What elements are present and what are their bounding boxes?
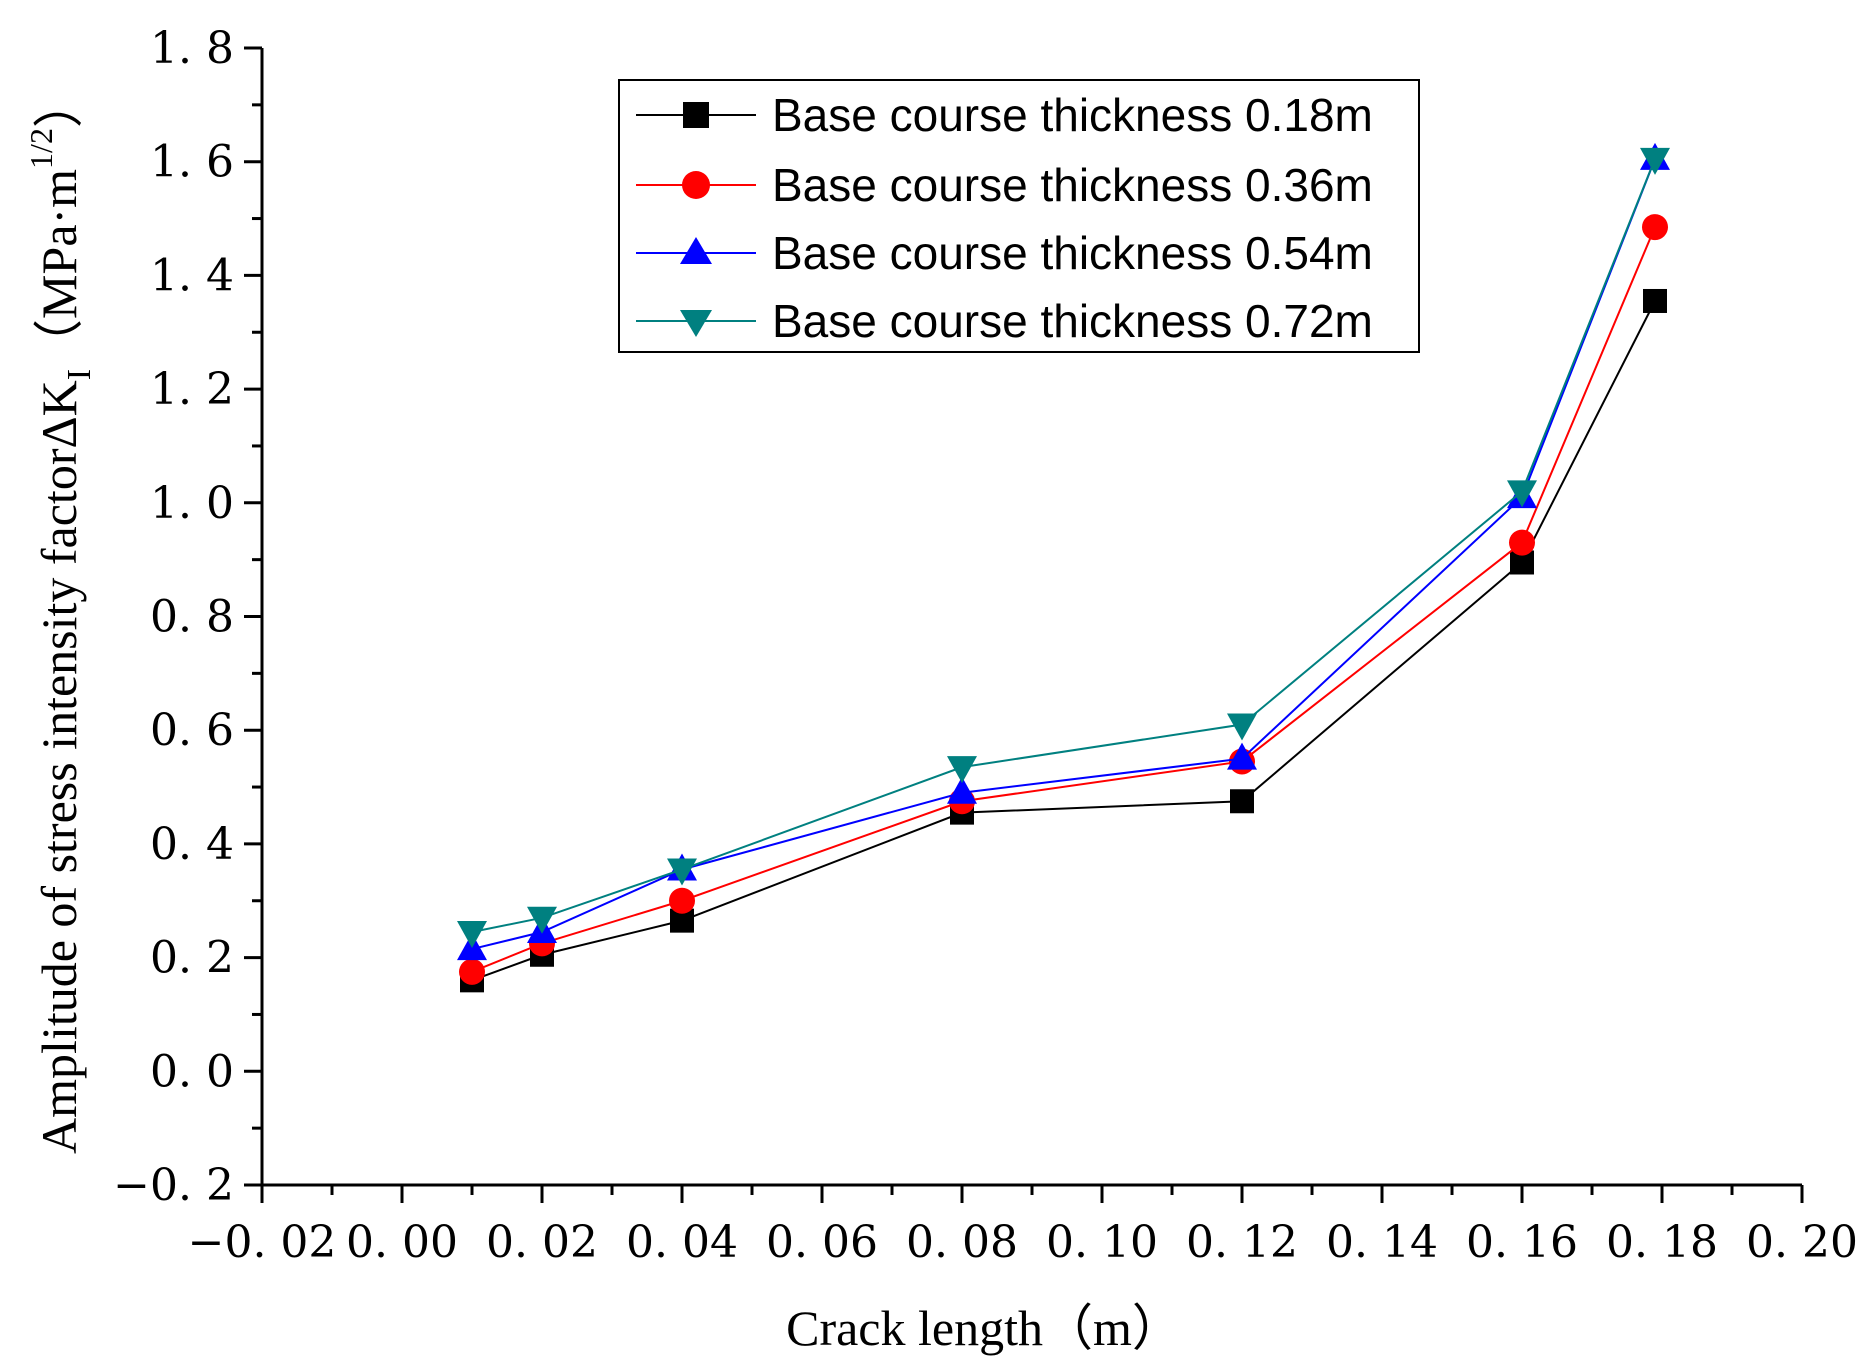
x-tick-label: 0. 04 (626, 1217, 738, 1268)
data-point (1640, 147, 1670, 175)
data-point (1642, 214, 1668, 241)
legend-marker-2 (680, 237, 712, 264)
x-tick-label: 0. 12 (1186, 1217, 1298, 1268)
x-tick-label: 0. 08 (906, 1217, 1018, 1268)
data-point (459, 958, 485, 985)
legend-label-0: Base course thickness 0.18m (772, 89, 1373, 141)
y-tick-label: −0. 2 (113, 1160, 234, 1211)
data-point (1227, 713, 1257, 741)
x-tick-label: 0. 20 (1746, 1217, 1858, 1268)
y-tick-label: 0. 6 (150, 705, 234, 756)
data-point (1227, 742, 1257, 770)
legend-box (618, 79, 1420, 353)
legend-marker-3 (680, 310, 712, 337)
x-tick-label: 0. 00 (346, 1217, 458, 1268)
legend-marker-1 (682, 171, 710, 199)
data-point (457, 921, 487, 949)
data-point (527, 906, 557, 934)
legend-entry-3: Base course thickness 0.72m (636, 295, 1373, 347)
legend-entry-0: Base course thickness 0.18m (636, 89, 1373, 141)
legend-label-2: Base course thickness 0.54m (772, 227, 1373, 279)
legend-marker-0 (683, 102, 709, 128)
y-tick-label: 0. 2 (150, 933, 234, 984)
y-axis-title-unit-superscript: 1/2 (23, 128, 59, 169)
y-tick-label: 0. 0 (150, 1046, 234, 1097)
y-axis-title-subscript: I (61, 369, 98, 380)
y-tick-label: 1. 2 (150, 364, 234, 415)
y-axis-title: Amplitude of stress intensity factorΔKI（… (23, 78, 98, 1154)
legend-label-1: Base course thickness 0.36m (772, 159, 1373, 211)
x-tick-label: 0. 16 (1466, 1217, 1578, 1268)
x-tick-label: 0. 02 (486, 1217, 598, 1268)
data-point (1509, 529, 1535, 556)
x-tick-label: 0. 14 (1326, 1217, 1438, 1268)
data-point (947, 776, 977, 804)
x-tick-label: 0. 10 (1046, 1217, 1158, 1268)
x-tick-label: −0. 02 (188, 1217, 337, 1268)
y-axis-title-unit-close: ） (31, 78, 87, 128)
data-point (1507, 480, 1537, 508)
series-3 (457, 147, 1670, 949)
y-tick-label: 1. 4 (150, 250, 234, 301)
legend: Base course thickness 0.18m Base course … (618, 79, 1420, 353)
y-tick-label: 0. 4 (150, 819, 234, 870)
y-tick-label: 1. 0 (150, 478, 234, 529)
data-point (669, 887, 695, 914)
y-axis-title-main: Amplitude of stress intensity factorΔK (31, 380, 87, 1154)
legend-entry-1: Base course thickness 0.36m (636, 159, 1373, 211)
legend-label-3: Base course thickness 0.72m (772, 295, 1373, 347)
y-tick-label: 1. 6 (150, 137, 234, 188)
ticks-layer: −0. 02 0. 00 0. 02 0. 04 0. 06 0. 08 0. 10 0. 1… (113, 23, 1858, 1268)
data-point (947, 756, 977, 784)
data-point (1230, 789, 1254, 814)
y-axis-title-unit-open: （MPa·m (31, 169, 87, 369)
data-point (667, 858, 697, 886)
y-tick-label: 1. 8 (150, 23, 234, 74)
x-axis-title: Crack length（m） (786, 1300, 1182, 1356)
x-tick-label: 0. 18 (1606, 1217, 1718, 1268)
x-tick-label: 0. 06 (766, 1217, 878, 1268)
data-point (1643, 288, 1667, 313)
series-layer (457, 142, 1670, 993)
legend-entry-2: Base course thickness 0.54m (636, 227, 1373, 279)
y-tick-label: 0. 8 (150, 592, 234, 643)
